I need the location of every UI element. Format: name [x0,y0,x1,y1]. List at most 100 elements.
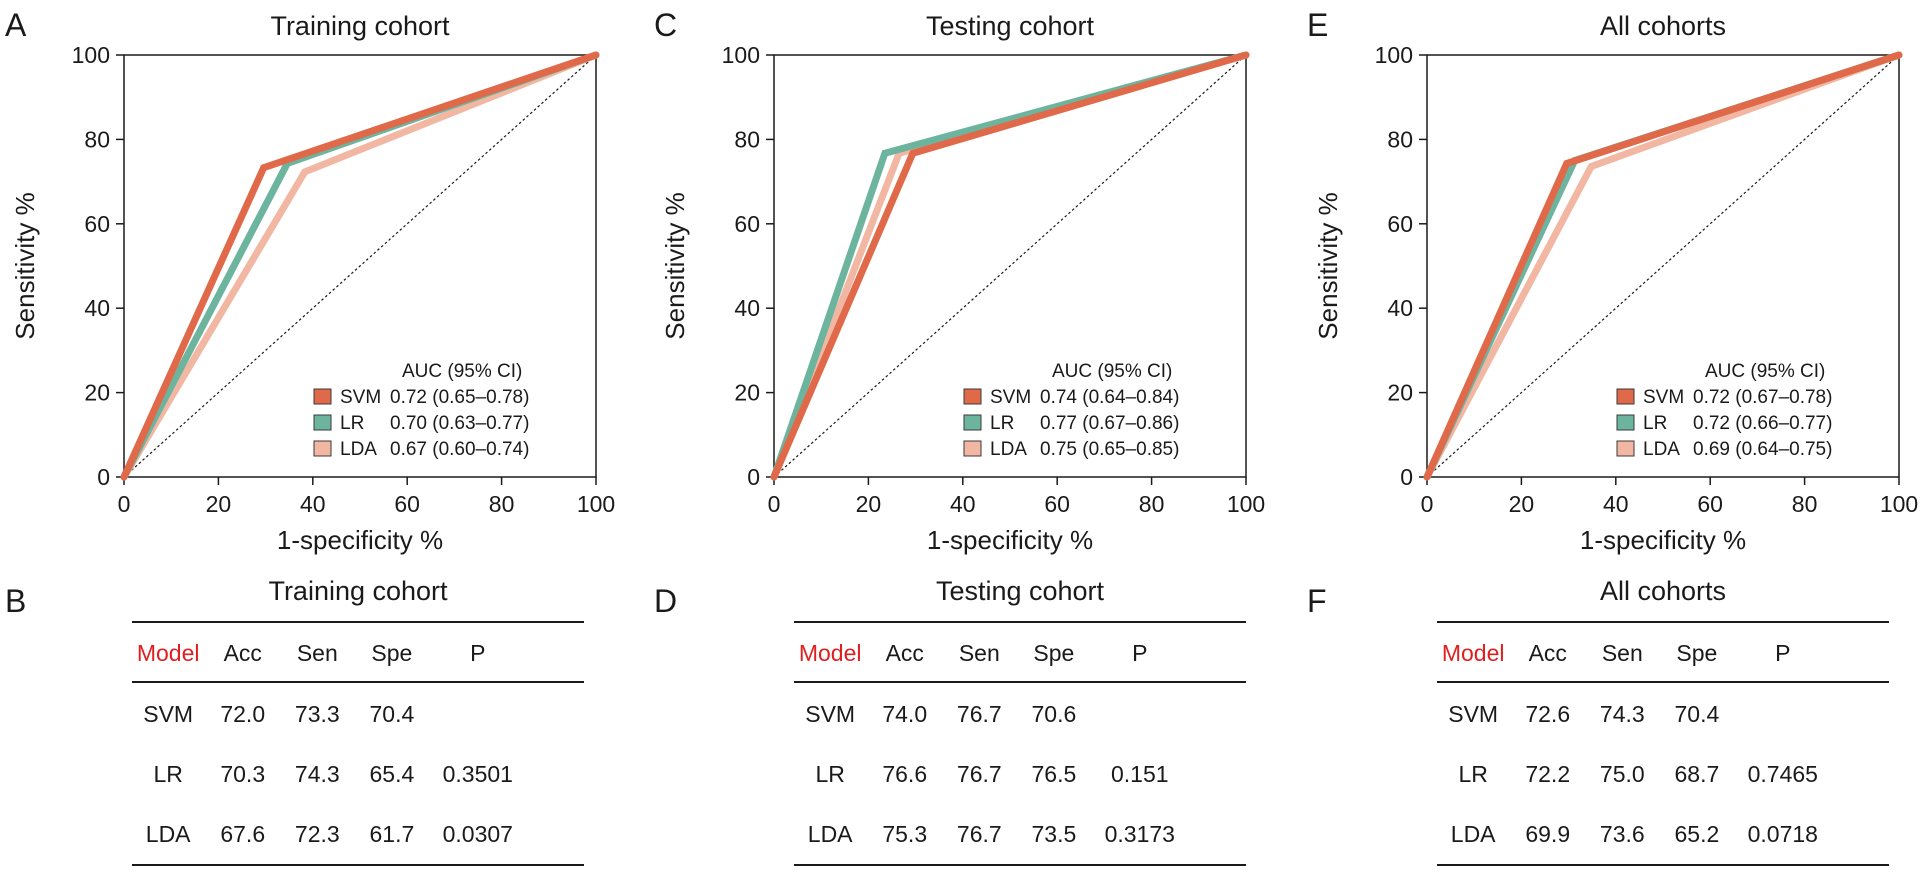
x-axis-label: 1-specificity % [277,525,443,555]
row-model-label: LR [153,761,182,787]
x-tick-label: 100 [1880,491,1918,517]
y-tick-label: 80 [84,126,110,152]
plot-frame [773,54,1247,478]
x-tick-label: 0 [1421,491,1434,517]
legend-auc-lda: 0.67 (0.60–0.74) [390,439,529,460]
x-tick-label: 20 [206,491,232,517]
column-header-spe: Spe [371,640,412,666]
x-axis-label: 1-specificity % [927,525,1093,555]
panel-letter: B [5,583,26,619]
table-cell: 76.7 [957,701,1002,727]
legend-auc-lda: 0.69 (0.64–0.75) [1693,439,1832,460]
legend-swatch-lda [313,440,332,457]
legend-swatch-lr [963,414,982,431]
legend-label-svm: SVM [1643,387,1684,408]
legend-label-lr: LR [1643,413,1667,434]
table-cell: 75.3 [882,821,927,847]
table-cell: 73.3 [295,701,340,727]
table-cell: 73.6 [1600,821,1645,847]
legend-label-svm: SVM [990,387,1031,408]
legend-auc-lda: 0.75 (0.65–0.85) [1040,439,1179,460]
x-tick-label: 100 [577,491,615,517]
table-cell: 73.5 [1032,821,1077,847]
legend-swatch-svm [1616,388,1635,405]
table-cell: 72.6 [1525,701,1570,727]
y-tick-label: 100 [72,42,110,68]
y-tick-label: 40 [734,295,760,321]
diagonal-reference-line [1426,54,1900,478]
table-cell: 74.3 [1600,701,1645,727]
roc-curve-lda [120,51,600,481]
legend-swatch-lr [1616,414,1635,431]
plot-frame [1426,54,1900,478]
table-cell: 69.9 [1525,821,1570,847]
x-tick-label: 20 [1509,491,1535,517]
legend-label-lda: LDA [1643,439,1680,460]
legend-swatch-svm [313,388,332,405]
column-header-acc: Acc [1529,640,1567,666]
table-cell: 0.7465 [1748,761,1818,787]
table-cell: 76.7 [957,821,1002,847]
column-header-spe: Spe [1676,640,1717,666]
column-header-sen: Sen [1602,640,1643,666]
table-cell: 67.6 [220,821,265,847]
y-axis-label: Sensitivity % [1313,192,1343,339]
y-tick-label: 40 [1387,295,1413,321]
diagonal-reference-line [123,54,597,478]
table-cell: 0.0718 [1748,821,1818,847]
y-tick-label: 100 [722,42,760,68]
table-cell: 70.3 [220,761,265,787]
y-tick-label: 60 [734,211,760,237]
table-cell: 0.0307 [443,821,513,847]
row-model-label: LDA [808,821,853,847]
legend-auc-lr: 0.77 (0.67–0.86) [1040,413,1179,434]
table-cell: 76.5 [1032,761,1077,787]
table-panel-B: B Training cohort Model Acc Sen Spe P SVM 72.0 73… [5,576,584,866]
roc-panel-C: C Testing cohort 0 20 40 60 80 100 0 20 40 60 80 100 1… [654,7,1265,555]
diagonal-reference-line [773,54,1247,478]
panel-letter: E [1307,7,1328,43]
column-header-model: Model [799,640,862,666]
legend-label-lr: LR [340,413,364,434]
column-header-p: P [470,640,485,666]
table-cell: 70.6 [1032,701,1077,727]
y-tick-label: 40 [84,295,110,321]
column-header-model: Model [1442,640,1505,666]
row-model-label: LR [1458,761,1487,787]
column-header-model: Model [137,640,200,666]
table-cell: 0.3501 [443,761,513,787]
legend-swatch-svm [963,388,982,405]
panel-letter: A [5,7,27,43]
panel-letter: F [1307,583,1327,619]
legend-label-lr: LR [990,413,1014,434]
plot-frame [123,54,597,478]
table-panel-D: D Testing cohort Model Acc Sen Spe P SVM 74.0 76.… [654,576,1246,866]
table-cell: 76.7 [957,761,1002,787]
table-cell: 0.3173 [1105,821,1175,847]
y-tick-label: 20 [734,380,760,406]
table-title: Testing cohort [936,576,1105,606]
row-model-label: SVM [143,701,193,727]
y-tick-label: 20 [1387,380,1413,406]
plot-title: Testing cohort [926,11,1095,41]
table-cell: 70.4 [1675,701,1720,727]
row-model-label: SVM [1448,701,1498,727]
x-tick-label: 80 [489,491,515,517]
y-tick-label: 20 [84,380,110,406]
table-cell: 72.3 [295,821,340,847]
y-axis-label: Sensitivity % [10,192,40,339]
table-cell: 74.0 [882,701,927,727]
roc-panel-E: E All cohorts 0 20 40 60 80 100 0 20 40 60 80 100 1-sp… [1307,7,1918,555]
row-model-label: SVM [805,701,855,727]
legend-swatch-lr [313,414,332,431]
y-tick-label: 80 [734,126,760,152]
column-header-p: P [1775,640,1790,666]
panel-letter: D [654,583,677,619]
table-cell: 74.3 [295,761,340,787]
table-cell: 70.4 [370,701,415,727]
legend-auc-lr: 0.72 (0.66–0.77) [1693,413,1832,434]
column-header-acc: Acc [886,640,924,666]
roc-panel-A: A Training cohort 0 20 40 60 80 100 0 20 40 60 80 100… [5,7,615,555]
y-tick-label: 0 [747,464,760,490]
table-cell: 76.6 [882,761,927,787]
